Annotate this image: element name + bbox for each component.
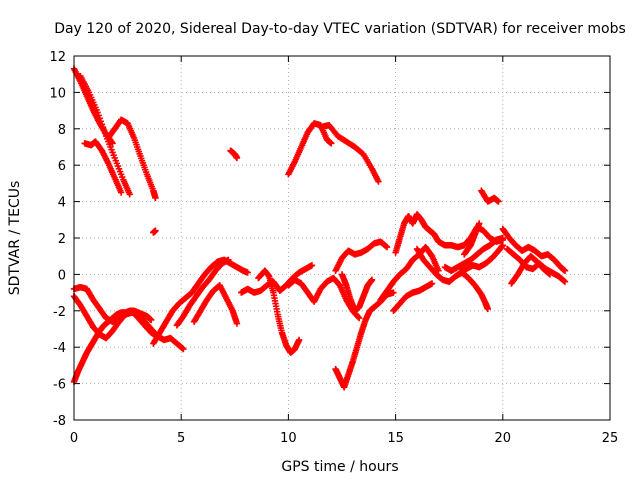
x-tick-label: 5: [177, 431, 185, 446]
data-point: [147, 316, 155, 324]
series-arc-10: [70, 293, 187, 353]
data-point: [94, 109, 101, 116]
axis-ticks: 0 5 10 15 20 25 -8 -6 -4 -2 0 2 4 6 8 10 12: [49, 50, 618, 446]
data-point: [244, 269, 251, 276]
data-point: [499, 242, 506, 249]
series-arc-13: [173, 256, 232, 329]
series-arc-12: [150, 256, 251, 347]
data-point: [99, 124, 107, 131]
data-point: [368, 276, 376, 284]
data-point: [98, 121, 106, 128]
series-arc-26: [456, 242, 506, 276]
y-tick-label: 8: [58, 123, 66, 138]
series-arc-16: [255, 267, 303, 356]
data-point: [484, 305, 491, 313]
series-arc-25: [441, 234, 506, 274]
data-point: [101, 129, 109, 137]
data-point: [295, 336, 303, 344]
y-tick-label: 0: [58, 268, 66, 283]
series-arc-21: [377, 243, 442, 304]
y-tick-label: -6: [53, 378, 66, 393]
y-tick-label: -8: [53, 414, 66, 429]
data-point: [546, 271, 554, 278]
series-arc-22: [390, 280, 436, 314]
y-tick-label: 6: [58, 159, 66, 174]
series-arc-24: [413, 245, 491, 313]
data-point: [328, 140, 335, 147]
x-tick-label: 15: [387, 431, 404, 446]
series-arc-6: [227, 147, 241, 162]
data-point: [152, 194, 159, 202]
data-point: [180, 345, 187, 353]
data-points: [70, 65, 569, 391]
grid-lines: [74, 56, 610, 420]
y-tick-label: 2: [58, 232, 66, 247]
data-point: [225, 256, 232, 264]
data-point: [100, 126, 108, 134]
data-point: [495, 198, 502, 205]
x-tick-label: 10: [280, 431, 297, 446]
data-point: [428, 280, 436, 287]
series-arc-4: [105, 116, 159, 202]
series-arc-27: [461, 220, 483, 258]
data-point: [96, 115, 103, 122]
data-point: [97, 118, 104, 125]
x-tick-label: 0: [70, 431, 78, 446]
data-point: [308, 262, 316, 269]
series-arc-8: [317, 121, 382, 185]
data-point: [152, 227, 159, 234]
data-point: [476, 220, 483, 227]
y-axis-label: SDTVAR / TECUs: [7, 181, 23, 296]
data-point: [375, 178, 382, 185]
data-point: [355, 314, 363, 322]
data-point: [561, 267, 569, 274]
x-axis-label: GPS time / hours: [281, 459, 398, 475]
y-tick-label: -4: [53, 341, 66, 356]
data-point: [233, 320, 241, 327]
data-point: [233, 154, 241, 162]
series-arc-31: [508, 253, 554, 287]
series-arc-2: [81, 138, 125, 196]
series-arc-14: [190, 282, 241, 327]
y-tick-label: 4: [58, 196, 66, 211]
data-point: [355, 313, 362, 321]
series-arc-29: [499, 225, 569, 274]
data-point: [561, 278, 569, 285]
x-tick-label: 20: [495, 431, 512, 446]
series-arc-28: [478, 187, 502, 205]
x-tick-label: 25: [602, 431, 619, 446]
data-point: [117, 189, 125, 196]
data-point: [390, 289, 397, 296]
data-point: [126, 191, 133, 198]
chart-title: Day 120 of 2020, Sidereal Day-to-day VTE…: [54, 21, 626, 37]
y-tick-label: 12: [49, 50, 66, 65]
data-point: [109, 140, 116, 147]
series-arc-5: [150, 227, 159, 236]
series-arc-18: [332, 238, 391, 274]
series-arc-19: [332, 289, 397, 391]
series-arc-17: [285, 274, 363, 322]
data-point: [499, 234, 506, 242]
series-arc-7: [285, 120, 335, 178]
y-tick-label: -2: [53, 305, 66, 320]
data-point: [95, 112, 102, 119]
y-tick-label: 10: [49, 86, 66, 101]
series-arc-20: [338, 271, 376, 314]
series-arc-11: [70, 307, 155, 385]
data-point: [383, 243, 391, 251]
